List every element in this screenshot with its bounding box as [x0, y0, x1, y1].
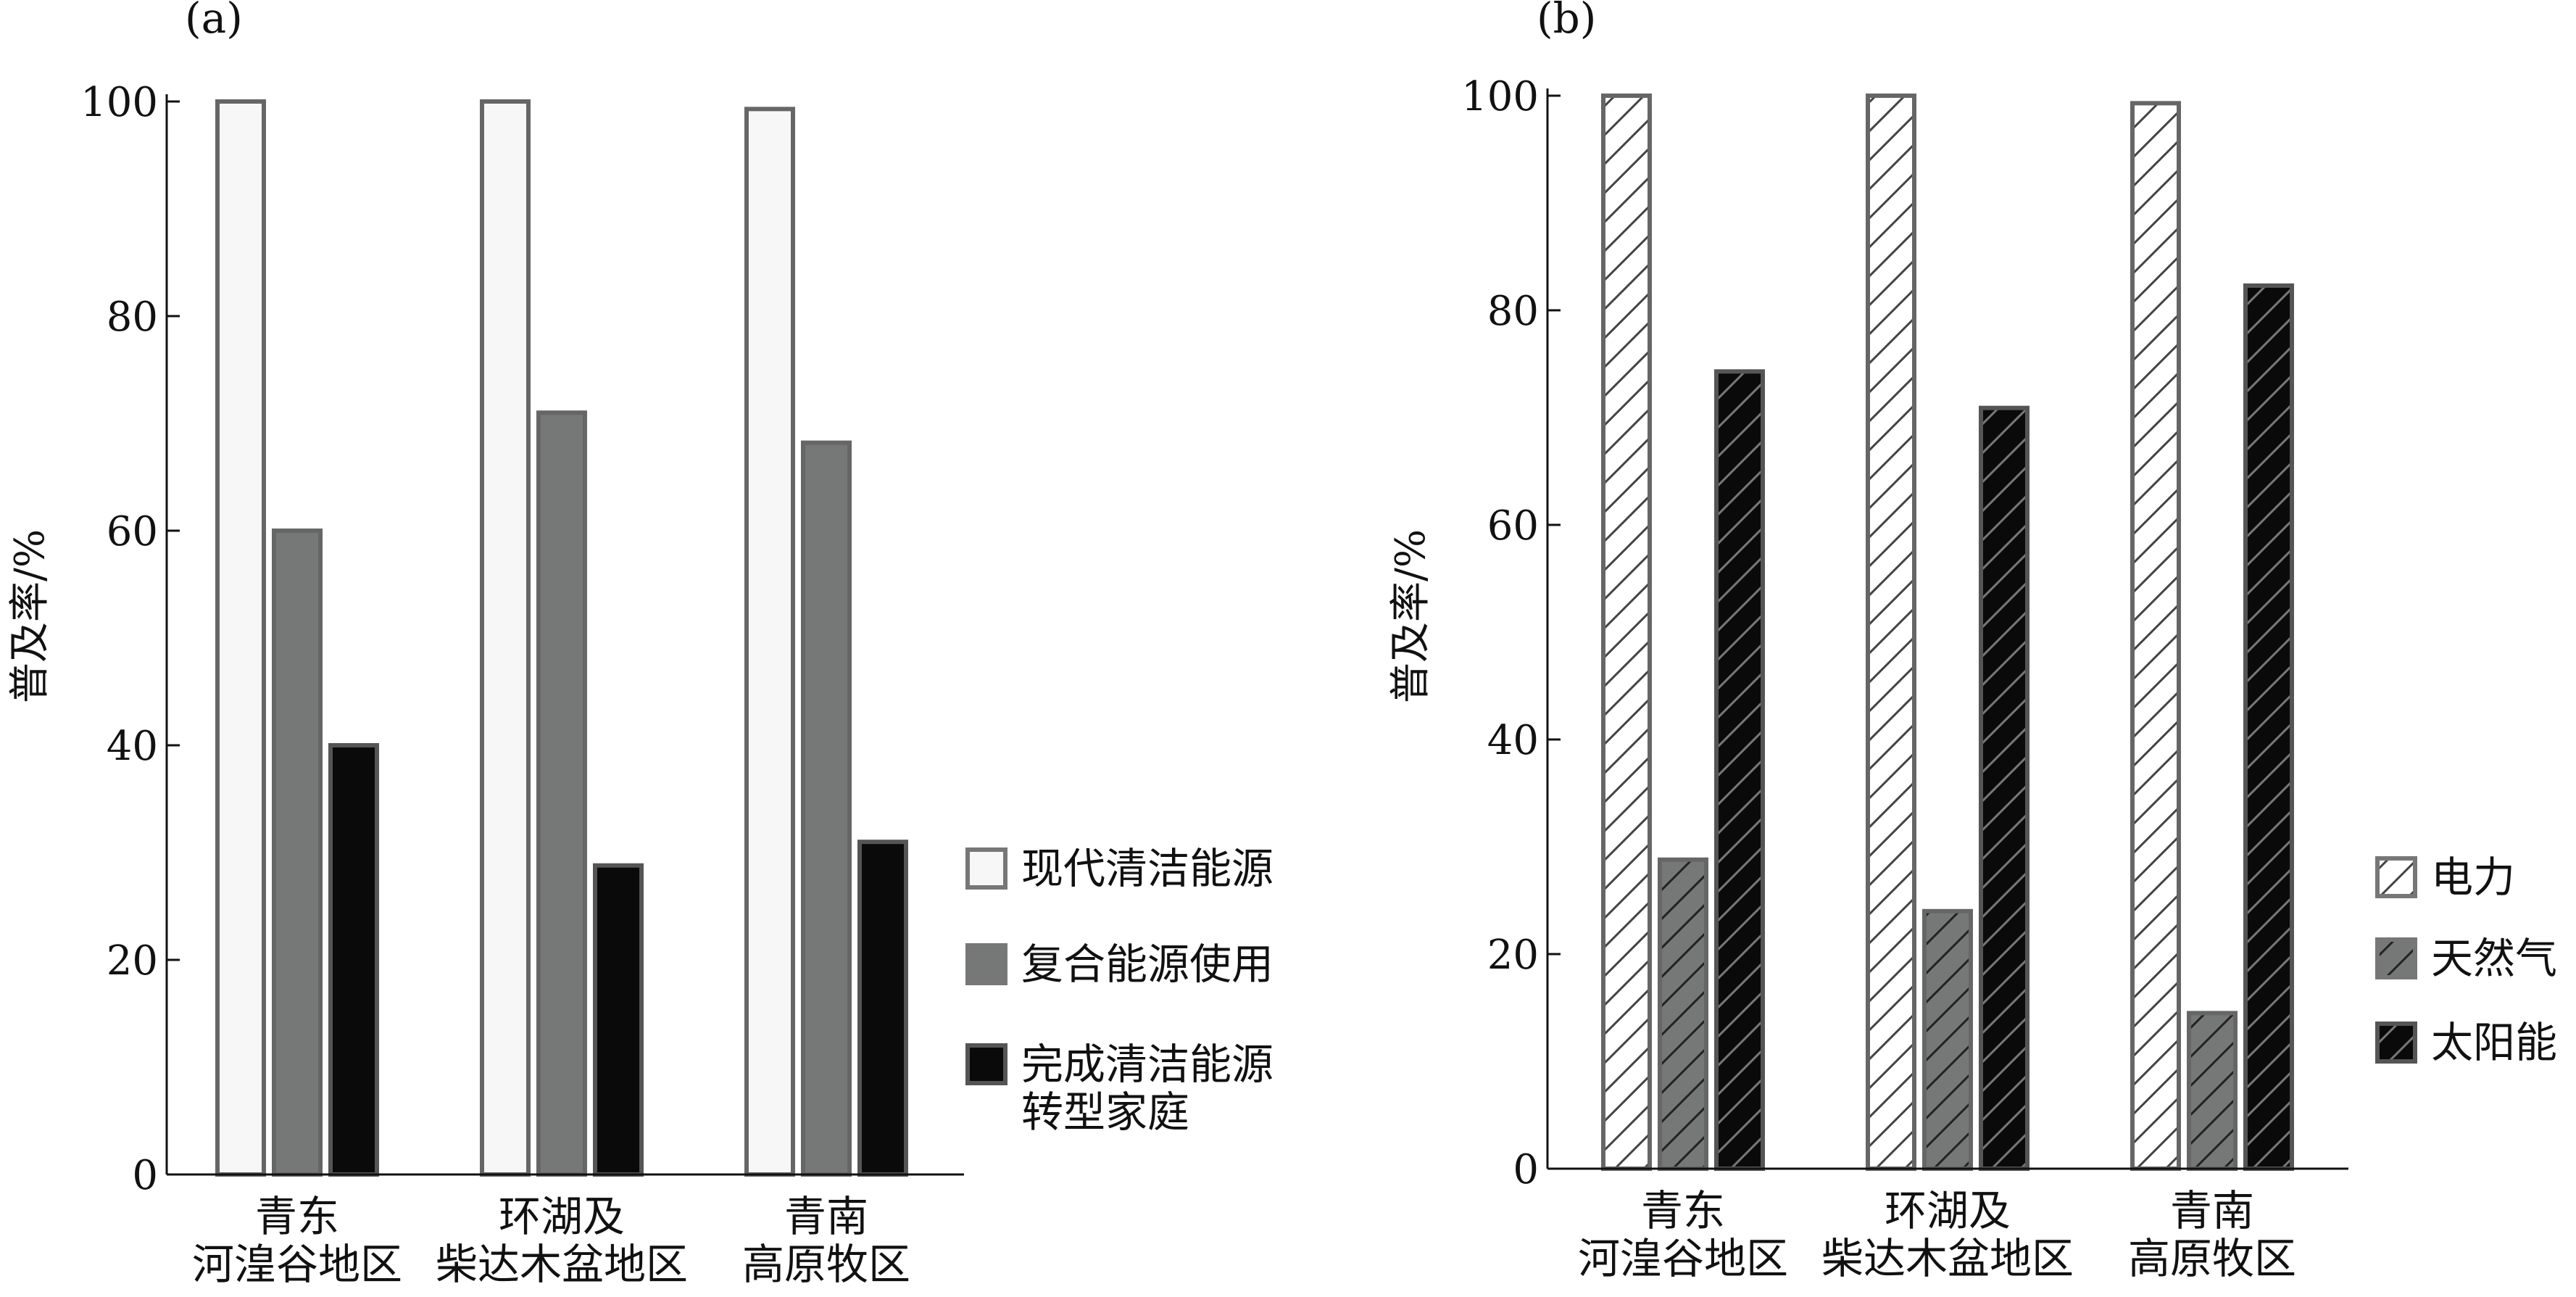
y-tick-label-a-40: 40 [107, 723, 158, 770]
legend-swatch-b-2 [2375, 1022, 2417, 1064]
bar-b-cat1-series2 [1979, 405, 2029, 1171]
x-category-label-a-1-1: 柴达木盆地区 [436, 1240, 688, 1289]
x-category-label-a-2-1: 高原牧区 [742, 1240, 910, 1289]
legend-swatch-b-1 [2375, 937, 2417, 979]
y-tick-label-a-80: 80 [107, 294, 158, 341]
x-category-label-b-0-0: 青东 [1641, 1186, 1725, 1235]
legend-label-a-2-1: 转型家庭 [1021, 1087, 1189, 1137]
panel-label-b: (b) [1537, 0, 1596, 43]
bar-b-cat1-series1 [1922, 908, 1973, 1172]
legend-label-a-2-0: 完成清洁能源 [1021, 1040, 1274, 1089]
bar-a-cat0-series2 [328, 743, 379, 1177]
y-axis-label-a: 普及率/% [7, 529, 54, 703]
legend-label-b-0-0: 电力 [2431, 853, 2515, 902]
y-ticks-b: 0 20 40 60 80 100 [1461, 73, 1561, 1193]
legend-label-b-2-0: 太阳能 [2431, 1018, 2557, 1067]
y-ticks-a: 0 20 40 60 80 100 [80, 79, 180, 1199]
y-axis-label-b: 普及率/% [1387, 529, 1434, 703]
y-tick-label-b-80: 80 [1487, 288, 1539, 335]
bar-b-cat0-series1 [1658, 857, 1708, 1171]
x-category-label-b-2-0: 青南 [2170, 1186, 2254, 1235]
bar-b-cat0-series0 [1601, 94, 1652, 1171]
bar-b-cat2-series2 [2243, 283, 2294, 1172]
legend-swatch-a-2 [965, 1043, 1007, 1085]
legend-swatch-a-1 [965, 943, 1007, 985]
bar-a-cat1-series0 [480, 99, 531, 1177]
bar-a-cat2-series0 [744, 107, 795, 1177]
bars-b [1601, 94, 2294, 1172]
y-tick-label-a-20: 20 [107, 937, 158, 985]
y-tick-label-a-60: 60 [107, 508, 158, 555]
legend-label-b-1-0: 天然气 [2431, 934, 2557, 983]
bar-b-cat2-series1 [2187, 1011, 2238, 1172]
bar-a-cat0-series1 [272, 529, 323, 1177]
y-tick-label-b-0: 0 [1513, 1146, 1539, 1193]
x-category-label-b-0-1: 河湟谷地区 [1578, 1234, 1788, 1283]
x-category-label-a-0-0: 青东 [255, 1192, 339, 1241]
bars-a [215, 99, 908, 1177]
y-tick-label-a-100: 100 [80, 79, 158, 126]
y-tick-label-b-40: 40 [1487, 717, 1539, 764]
y-tick-label-b-100: 100 [1461, 73, 1539, 120]
x-category-label-b-2-1: 高原牧区 [2128, 1234, 2296, 1283]
bar-a-cat1-series1 [536, 410, 587, 1177]
x-category-label-b-1-1: 柴达木盆地区 [1821, 1234, 2074, 1283]
legend-label-a-0-0: 现代清洁能源 [1021, 844, 1274, 893]
x-category-label-a-2-0: 青南 [784, 1192, 868, 1241]
legend-label-a-1-0: 复合能源使用 [1021, 940, 1274, 989]
y-tick-label-a-0: 0 [132, 1152, 158, 1199]
y-tick-label-b-60: 60 [1487, 502, 1539, 550]
bar-b-cat2-series0 [2130, 101, 2181, 1172]
bar-b-cat1-series0 [1866, 94, 1916, 1171]
x-category-label-a-0-1: 河湟谷地区 [192, 1240, 402, 1289]
bar-a-cat0-series0 [215, 99, 266, 1177]
x-category-label-b-1-0: 环湖及 [1885, 1186, 2011, 1235]
y-tick-label-b-20: 20 [1487, 932, 1539, 979]
bar-b-cat0-series2 [1714, 369, 1765, 1171]
x-category-label-a-1-0: 环湖及 [499, 1192, 625, 1241]
bar-a-cat1-series2 [593, 863, 644, 1177]
legend-swatch-a-0 [965, 848, 1007, 890]
bar-a-cat2-series2 [857, 840, 908, 1177]
legend-swatch-b-0 [2375, 856, 2417, 898]
bar-a-cat2-series1 [801, 440, 852, 1177]
panel-label-a: (a) [185, 0, 243, 43]
